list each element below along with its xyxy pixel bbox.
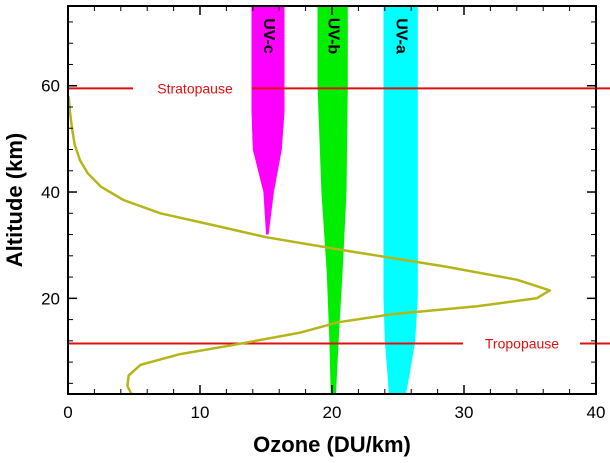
x-axis-label: Ozone (DU/km) [253, 432, 411, 457]
y-tick-label: 60 [41, 77, 60, 96]
uv-b-band-label: UV-b [324, 18, 341, 55]
x-tick-label: 20 [323, 403, 342, 422]
y-tick-label: 20 [41, 289, 60, 308]
x-tick-label: 30 [455, 403, 474, 422]
uv-a-band [383, 6, 418, 394]
uv-bands: UV-c UV-b UV-a [251, 6, 418, 394]
y-tick-label: 40 [41, 183, 60, 202]
x-tick-label: 40 [587, 403, 606, 422]
uv-c-band-label: UV-c [260, 18, 277, 54]
uv-a-band-label: UV-a [392, 18, 409, 54]
tropopause-label: Tropopause [485, 336, 559, 352]
x-tick-label: 10 [191, 403, 210, 422]
x-tick-label: 0 [63, 403, 72, 422]
ozone-profile [67, 96, 552, 395]
y-axis-label: Altitude (km) [2, 133, 27, 267]
uv-c-band [251, 6, 285, 235]
stratopause-label: Stratopause [157, 80, 233, 96]
axis-ticks: 0 10 20 30 40 20 40 60 [41, 6, 605, 422]
ozone-profile-line [67, 96, 552, 395]
uv-b-band [317, 6, 348, 394]
